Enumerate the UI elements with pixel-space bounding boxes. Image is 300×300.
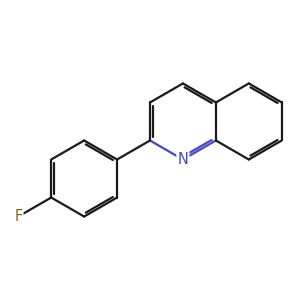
Text: N: N bbox=[178, 152, 188, 167]
Text: F: F bbox=[14, 209, 22, 224]
